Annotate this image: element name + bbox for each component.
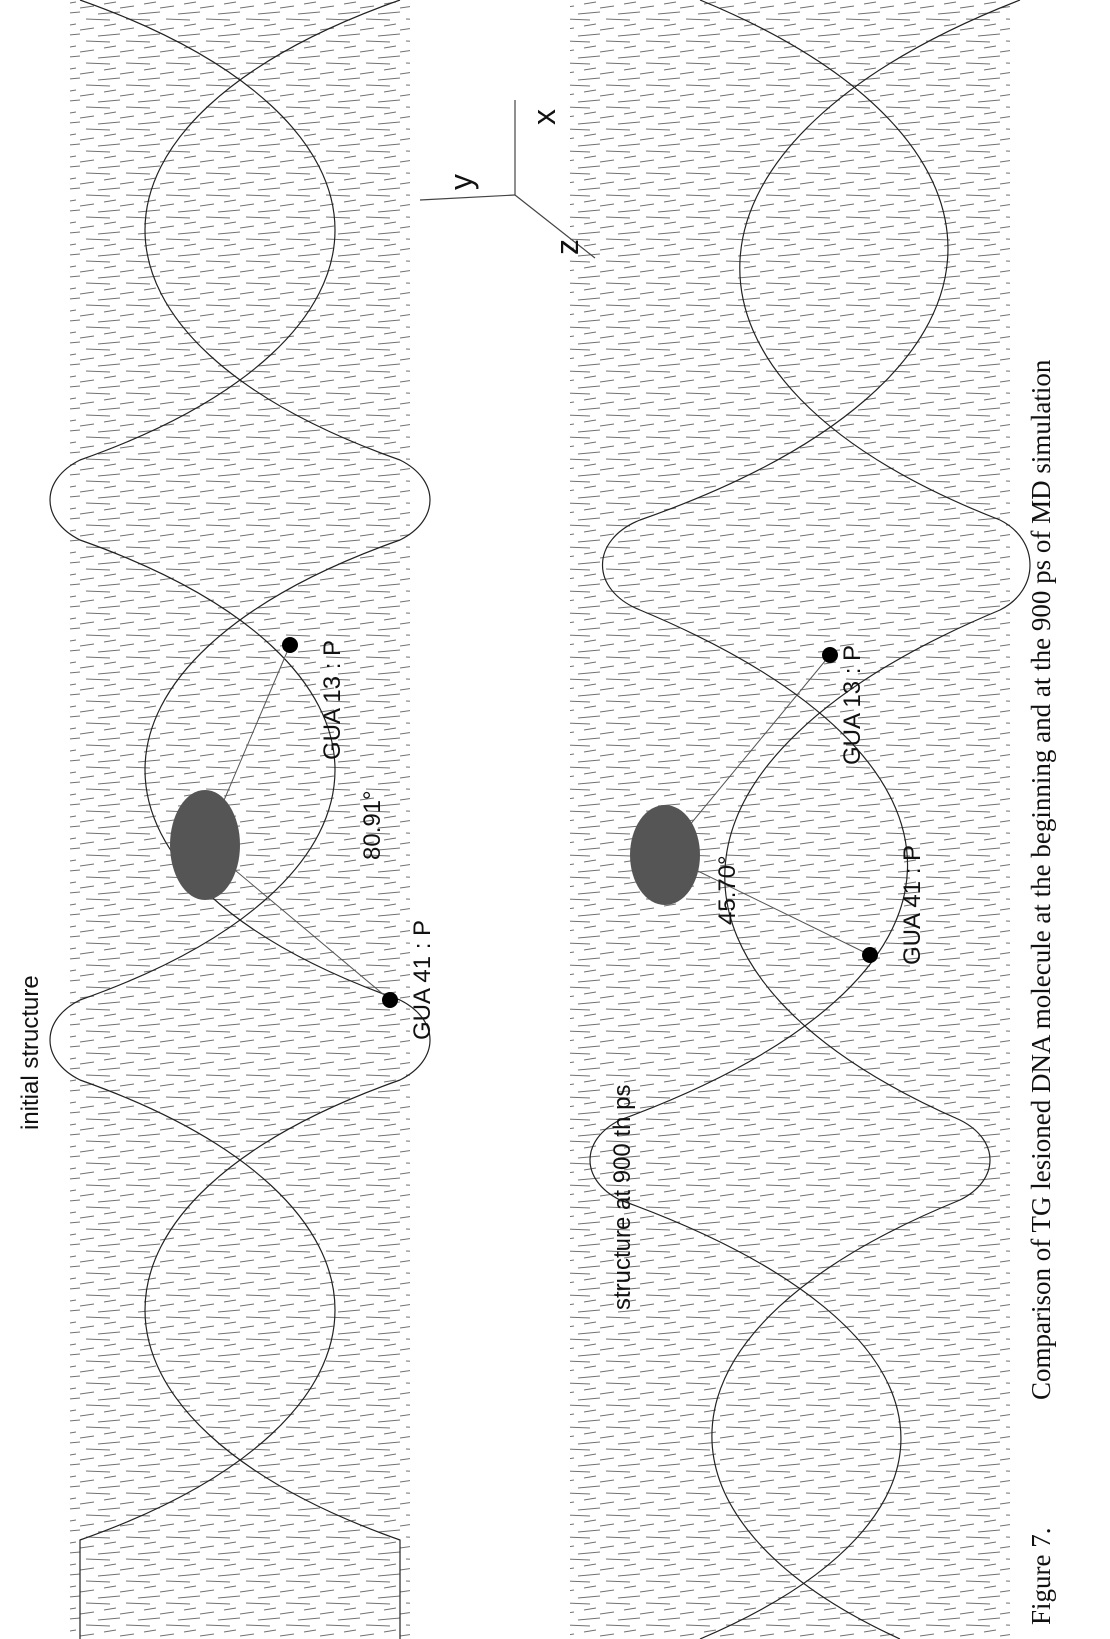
ligand (170, 790, 240, 900)
figure: y x z initial structure 80.91° GUA 13 : … (0, 0, 1110, 1639)
ligand (630, 805, 700, 905)
angle-label: 80.91° (359, 790, 386, 860)
angle-label: 45.70° (714, 855, 741, 925)
atom-label: GUA 41 : P (409, 920, 436, 1040)
atom-label: GUA 13 : P (319, 640, 346, 760)
caption-text: Comparison of TG lesioned DNA molecule a… (1026, 359, 1056, 1400)
axis-x: x (526, 109, 562, 125)
atom-label: GUA 41 : P (899, 845, 926, 965)
axis-y: y (443, 174, 479, 190)
caption-label: Figure 7. (1026, 1528, 1056, 1626)
panel-label: initial structure (17, 975, 44, 1130)
atom-label: GUA 13 : P (839, 645, 866, 765)
axis-z: z (549, 239, 585, 255)
base-pairs (570, 0, 1010, 1639)
dna-helix-900ps (570, 0, 1030, 1639)
panel-label: structure at 900 th ps (609, 1085, 636, 1310)
